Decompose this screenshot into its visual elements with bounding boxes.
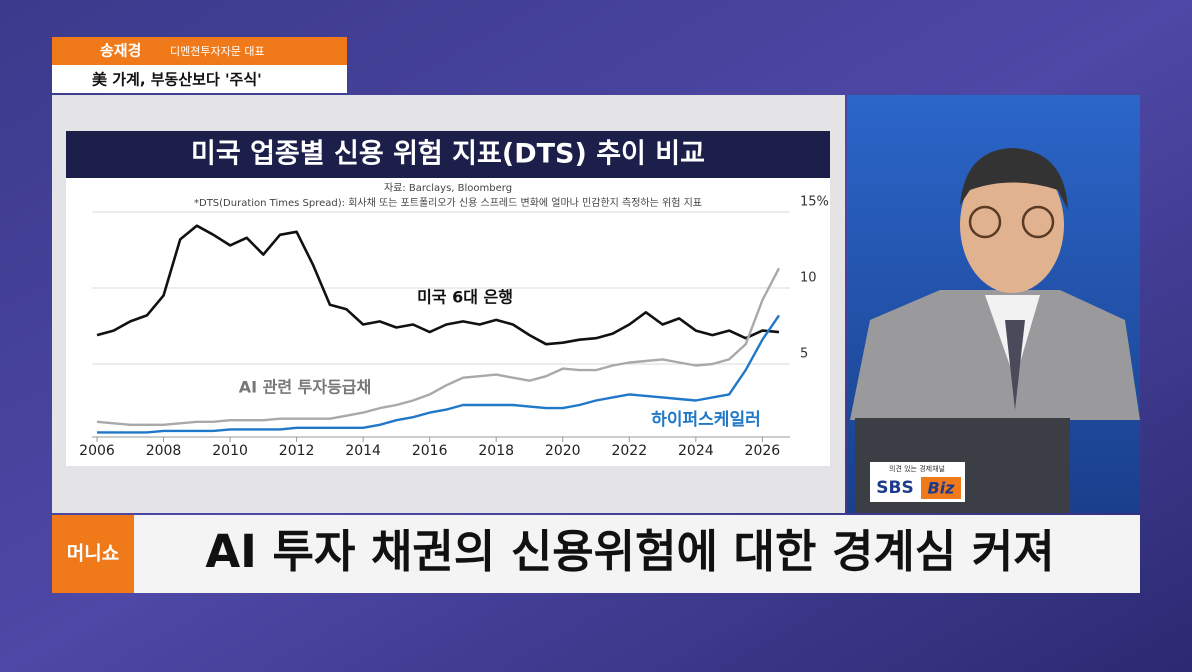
chart-source: 자료: Barclays, Bloomberg (384, 182, 512, 194)
x-tick-label: 2008 (146, 443, 182, 459)
speaker-role: 디멘젼투자자문 대표 (170, 45, 265, 58)
x-tick-label: 2024 (678, 443, 714, 459)
presenter-hair (960, 148, 1068, 210)
logo-badge (921, 477, 961, 499)
headline-bar (52, 65, 347, 93)
series-line (97, 314, 780, 434)
headline: 美 가계, 부동산보다 '주식' (92, 71, 262, 89)
name-bar (52, 37, 347, 65)
program-badge (52, 515, 134, 593)
speaker-name: 송재경 (100, 42, 141, 60)
x-tick-label: 2006 (79, 443, 115, 459)
program-name: 머니쇼 (67, 543, 119, 565)
series-label: 하이퍼스케일러 (651, 410, 760, 430)
series-line (96, 224, 780, 346)
y-tick-label: 15% (800, 195, 829, 210)
x-tick-label: 2016 (412, 443, 448, 459)
y-tick-label: 10 (800, 271, 817, 286)
caption: AI 투자 채권의 신용위험에 대한 경계심 커져 (205, 525, 1054, 578)
glasses-left (968, 205, 1002, 239)
logo-brand: SBS (876, 478, 913, 498)
presenter-face (960, 157, 1064, 293)
x-tick-label: 2026 (745, 443, 781, 459)
x-tick-label: 2014 (345, 443, 381, 459)
logo-sub: Biz (928, 479, 956, 498)
y-tick-label: 5 (800, 347, 808, 362)
plot: 5 10 15% 2006 2008 2010 2012 2014 2016 2018 2020 20… (79, 195, 829, 460)
chart-title: 미국 업종별 신용 위험 지표(DTS) 추이 비교 (191, 139, 705, 170)
chart-note: *DTS(Duration Times Spread): 회사채 또는 포트폴리… (194, 196, 702, 209)
caption-bar (134, 515, 1140, 593)
logo-slogan: 의견 있는 경제채널 (889, 464, 945, 473)
x-tick-label: 2020 (545, 443, 581, 459)
x-tick-label: 2022 (611, 443, 647, 459)
series-label: 미국 6대 은행 (417, 288, 513, 307)
x-tick-label: 2018 (478, 443, 514, 459)
chart-title-bar (66, 131, 830, 178)
glasses-right (1021, 205, 1055, 239)
series-label: AI 관련 투자등급채 (239, 378, 372, 397)
series-line (96, 267, 781, 426)
presenter-tie (1005, 320, 1025, 410)
x-tick-label: 2010 (212, 443, 248, 459)
x-tick-label: 2012 (279, 443, 315, 459)
presenter-suit (850, 290, 1140, 420)
